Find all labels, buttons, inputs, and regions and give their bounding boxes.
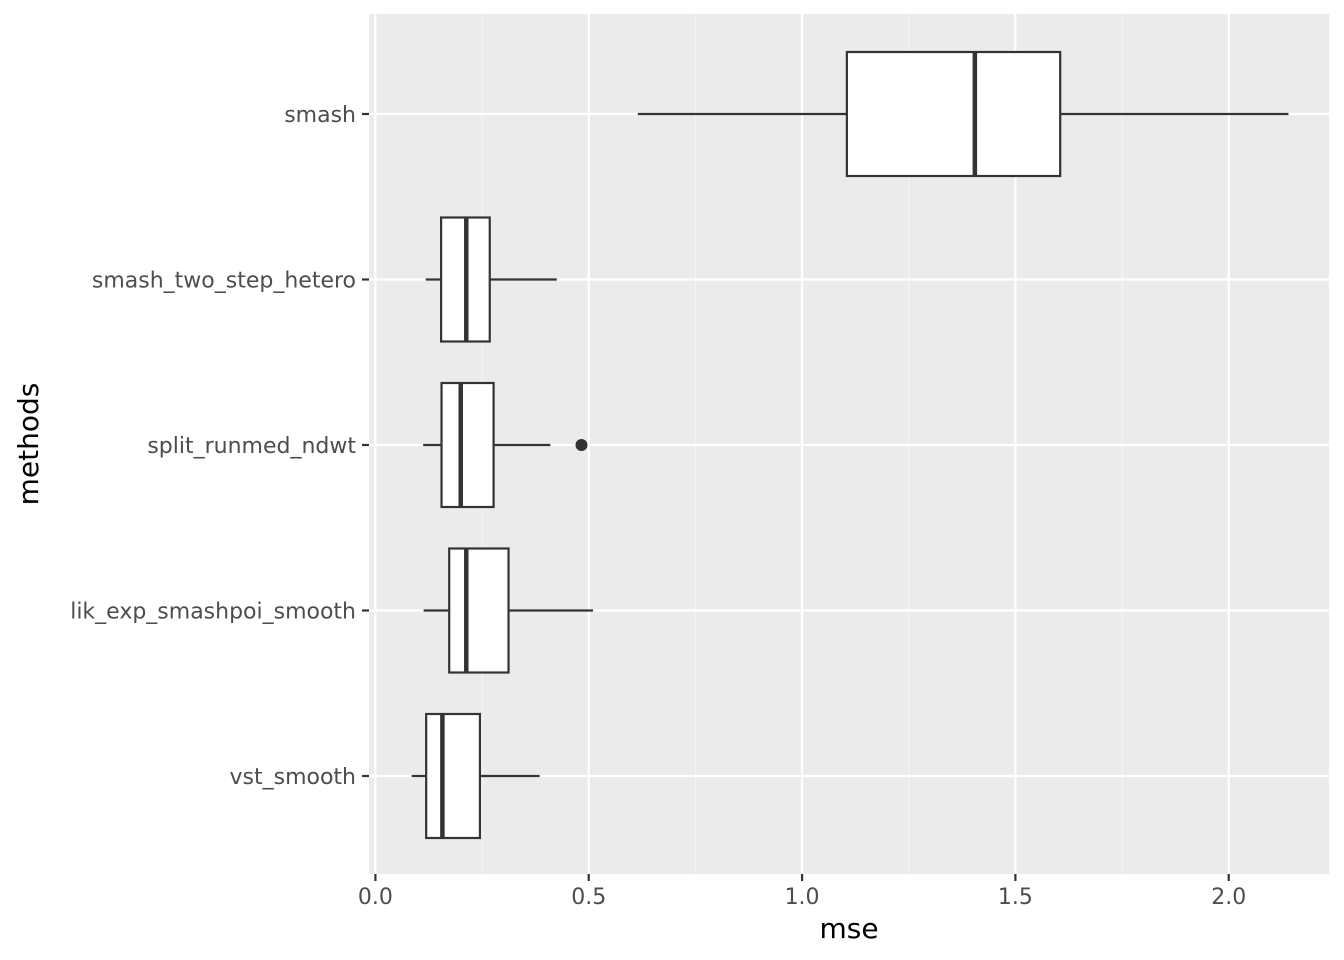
y-tick-label: lik_exp_smashpoi_smooth xyxy=(70,600,356,625)
box-iqr xyxy=(448,547,510,674)
x-tick-label: 1.5 xyxy=(998,885,1033,910)
y-axis-title: methods xyxy=(12,383,45,506)
box-split_runmed_ndwt xyxy=(423,381,588,509)
y-axis: smash smash_two_step_hetero split_runmed_n… xyxy=(70,103,369,790)
box-series xyxy=(411,50,1289,840)
y-tick-label: smash_two_step_hetero xyxy=(92,269,356,294)
x-tick-label: 0.0 xyxy=(358,885,393,910)
box-vst_smooth xyxy=(411,712,540,840)
box-smash_two_step_hetero xyxy=(425,216,557,343)
box-iqr xyxy=(440,381,495,509)
box-lik_exp_smashpoi_smooth xyxy=(423,547,593,674)
box-iqr xyxy=(845,50,1062,178)
x-tick-label: 1.0 xyxy=(785,885,820,910)
outlier-point xyxy=(575,439,588,451)
y-tick-label: split_runmed_ndwt xyxy=(147,434,356,459)
x-axis-title: mse xyxy=(819,912,878,945)
box-smash xyxy=(637,50,1289,178)
y-tick-label: vst_smooth xyxy=(230,765,357,790)
x-tick-label: 0.5 xyxy=(571,885,606,910)
y-tick-label: smash xyxy=(284,103,356,128)
x-tick-label: 2.0 xyxy=(1211,885,1246,910)
x-axis: 0.0 0.5 1.0 1.5 2.0 xyxy=(358,874,1246,910)
box-iqr xyxy=(425,712,482,840)
